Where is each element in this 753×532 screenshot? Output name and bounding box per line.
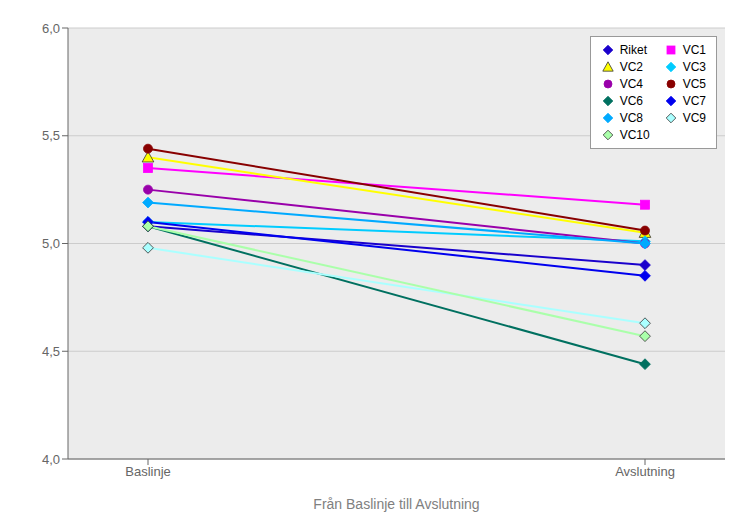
svg-text:4,0: 4,0	[42, 452, 60, 467]
html-text:VC7: VC7	[682, 94, 706, 108]
html-text:VC10: VC10	[619, 128, 650, 142]
html-text:VC6: VC6	[619, 94, 643, 108]
html-text:VC9: VC9	[682, 111, 706, 125]
svg-text:Baslinje: Baslinje	[125, 464, 171, 479]
html-text:VC2: VC2	[619, 60, 643, 74]
svg-text:4,5: 4,5	[42, 344, 60, 359]
svg-text:6,0: 6,0	[42, 21, 60, 36]
svg-text:Avslutning: Avslutning	[615, 464, 675, 479]
html-text:VC4: VC4	[619, 77, 643, 91]
html-text:Riket: Riket	[619, 43, 647, 57]
html-text:VC3: VC3	[682, 60, 706, 74]
html-text:VC8: VC8	[619, 111, 643, 125]
svg-text:Från Baslinje till Avslutning: Från Baslinje till Avslutning	[313, 496, 479, 512]
svg-text:5,5: 5,5	[42, 128, 60, 143]
html-text:VC1: VC1	[682, 43, 706, 57]
svg-text:5,0: 5,0	[42, 236, 60, 251]
html-text:VC5: VC5	[682, 77, 706, 91]
